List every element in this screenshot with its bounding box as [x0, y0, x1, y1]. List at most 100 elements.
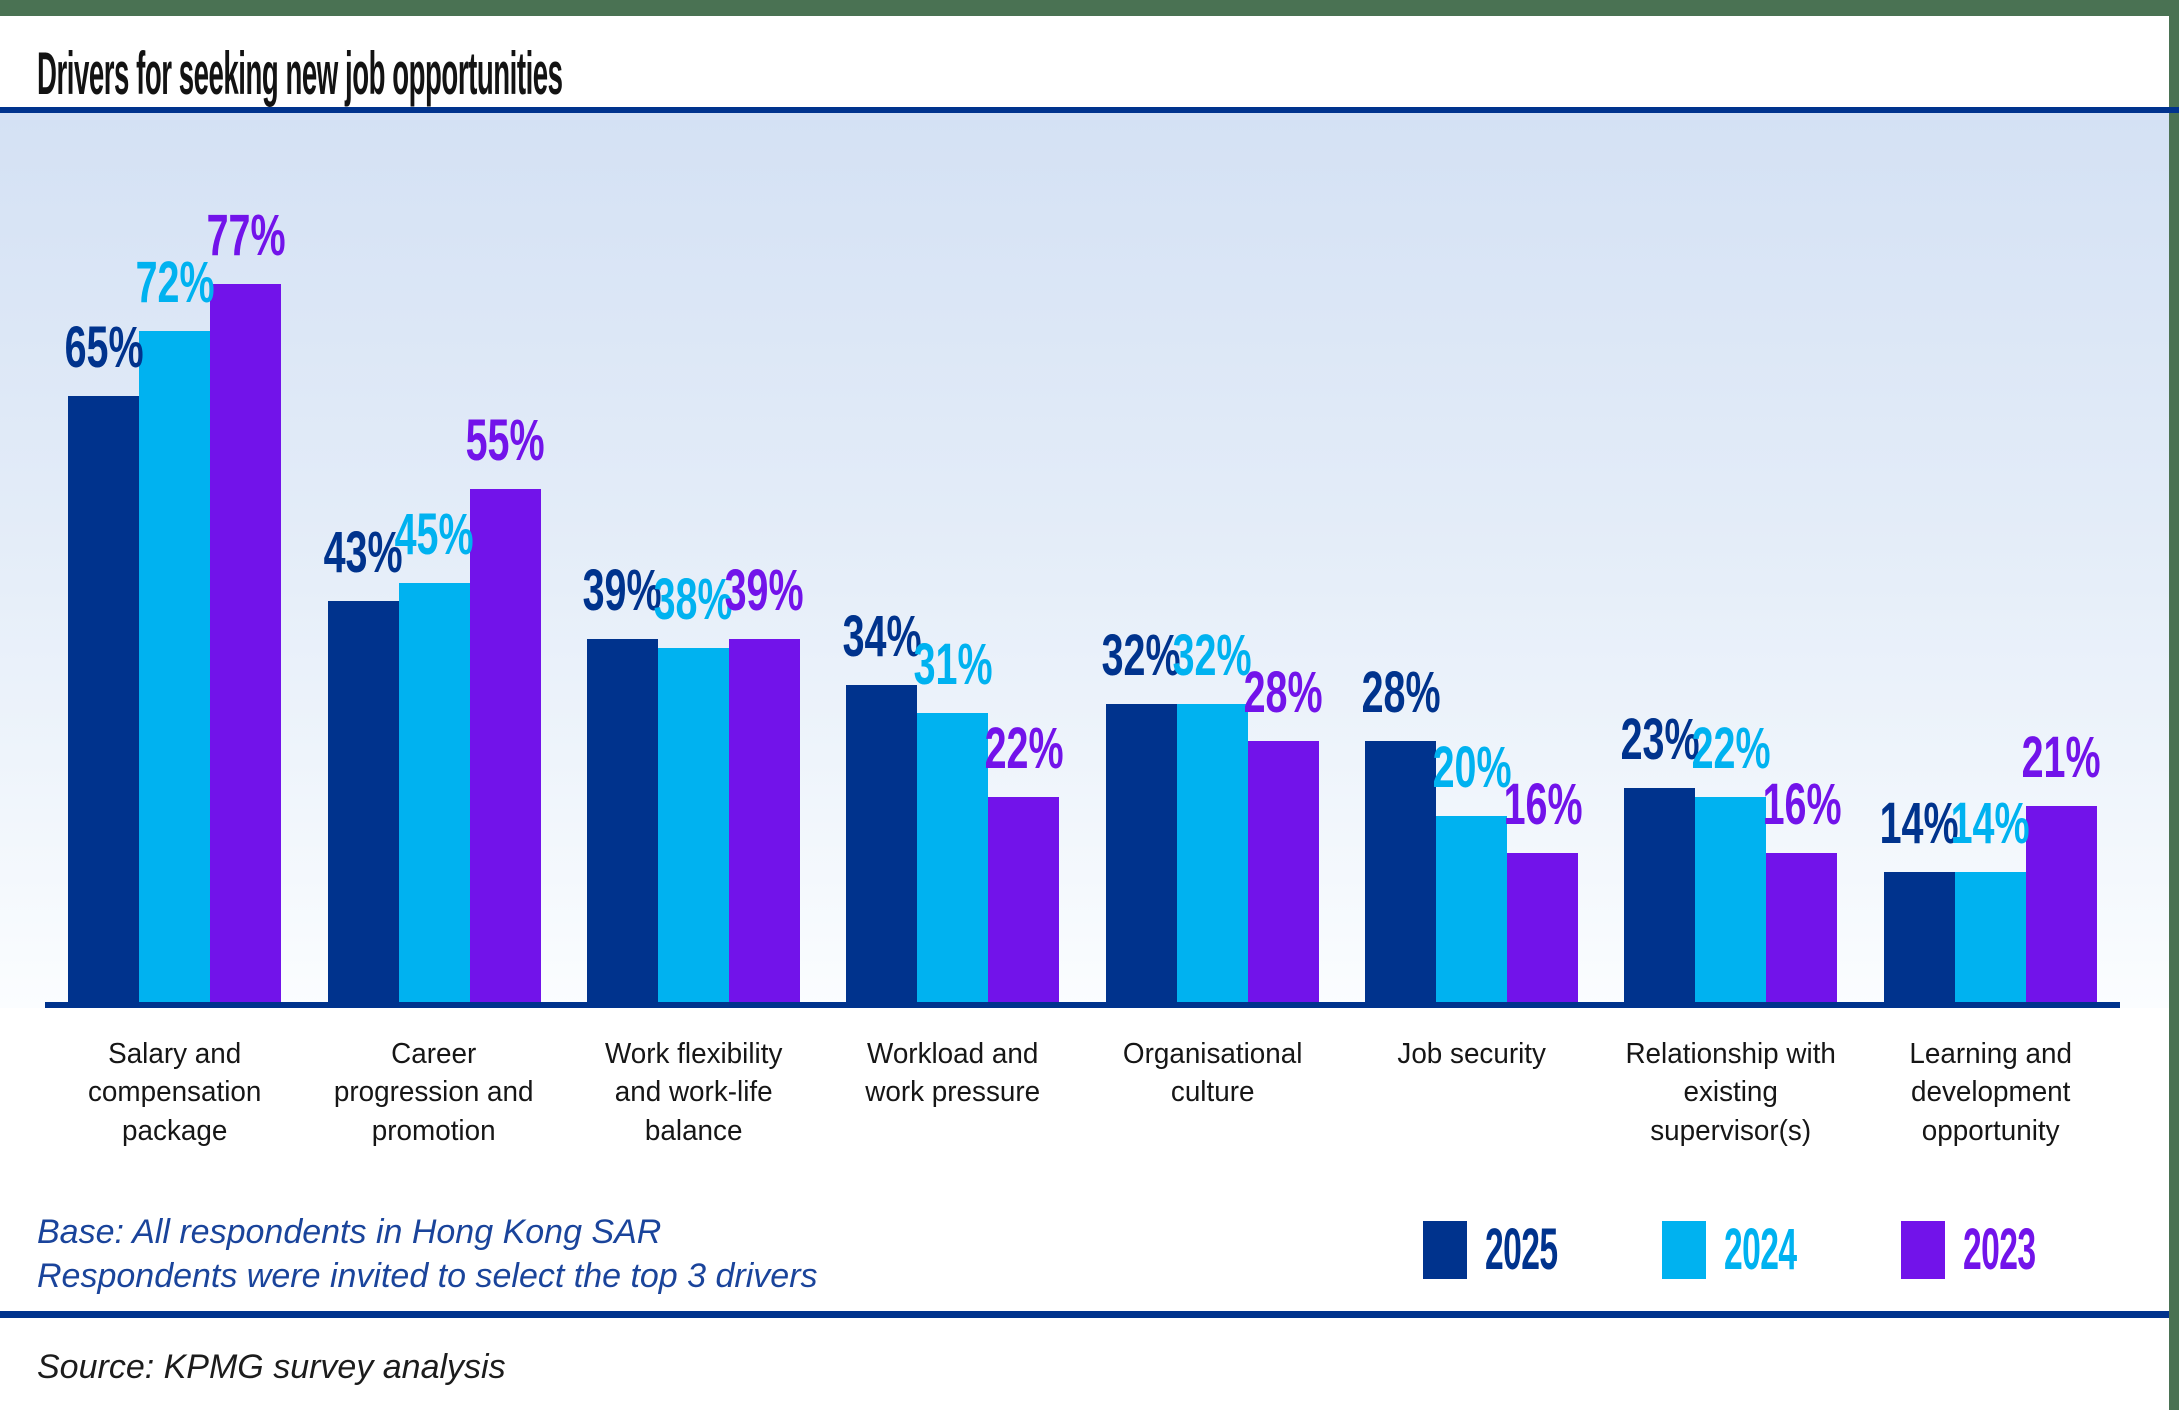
bar-col-2024-cat1: 72% [135, 254, 214, 1002]
bar-value-label-2024-cat2: 45% [394, 502, 474, 568]
bar-2023-cat2 [469, 489, 541, 1002]
bar-2025-cat7 [1624, 788, 1696, 1002]
bar-col-2023-cat3: 39% [725, 562, 804, 1002]
category-label-7: Relationship with existing supervisor(s) [1625, 1038, 1837, 1147]
bar-group-1: 65% 72% 77% [45, 113, 304, 1002]
bar-col-2024-cat2: 45% [395, 506, 474, 1002]
bar-2025-cat2 [327, 601, 399, 1002]
bar-value-label-2025-cat2: 43% [323, 520, 403, 586]
bar-group-7: 23% 22% 16% [1601, 113, 1860, 1002]
bar-col-2025-cat7: 23% [1620, 711, 1699, 1002]
bar-col-2025-cat2: 43% [324, 524, 403, 1002]
bar-col-2025-cat4: 34% [842, 608, 921, 1002]
bar-value-label-2025-cat4: 34% [842, 604, 922, 670]
base-footnote-line2: Respondents were invited to select the t… [37, 1257, 818, 1296]
legend-label-2023: 2023 [1963, 1217, 2036, 1282]
bar-value-label-2024-cat5: 32% [1172, 623, 1252, 689]
bar-2024-cat1 [139, 331, 211, 1002]
bar-value-label-2023-cat1: 77% [206, 203, 286, 269]
bar-col-2024-cat7: 22% [1691, 720, 1770, 1002]
bar-col-2023-cat8: 21% [2022, 729, 2101, 1002]
bar-value-label-2024-cat8: 14% [1950, 791, 2030, 857]
bar-value-label-2023-cat6: 16% [1503, 772, 1583, 838]
legend-swatch-2025 [1423, 1221, 1467, 1279]
legend-item-2023: 2023 [1901, 1221, 2088, 1279]
bar-2023-cat8 [2025, 806, 2097, 1002]
bar-value-label-2024-cat3: 38% [653, 567, 733, 633]
bar-2024-cat6 [1436, 816, 1508, 1002]
bar-2023-cat4 [988, 797, 1060, 1002]
bar-value-label-2023-cat5: 28% [1243, 660, 1323, 726]
base-footnote: Base: All respondents in Hong Kong SAR R… [37, 1210, 818, 1298]
bar-col-2023-cat4: 22% [984, 720, 1063, 1002]
chart-legend: 2025 2024 2023 [1423, 1221, 2088, 1279]
bar-value-label-2025-cat1: 65% [64, 315, 144, 381]
bar-2025-cat6 [1365, 741, 1437, 1002]
bar-value-label-2025-cat7: 23% [1620, 707, 1700, 773]
legend-swatch-2023 [1901, 1221, 1946, 1279]
category-label-3: Work flexibility and work-life balance [604, 1038, 783, 1147]
bar-col-2025-cat3: 39% [583, 562, 662, 1002]
bar-col-2023-cat6: 16% [1503, 776, 1582, 1002]
legend-item-2025: 2025 [1423, 1221, 1610, 1279]
bar-2024-cat8 [1954, 872, 2026, 1002]
bar-value-label-2023-cat8: 21% [2021, 725, 2101, 791]
right-accent-strip [2169, 0, 2179, 1410]
bar-value-label-2024-cat6: 20% [1432, 735, 1512, 801]
bar-2023-cat3 [728, 639, 800, 1002]
bar-value-label-2025-cat8: 14% [1879, 791, 1959, 857]
plot-area: 65% 72% 77% 43% 45% 55% 39% 38% 39% 34% 31% 22% 32% 3… [45, 113, 2120, 1002]
title-band: Drivers for seeking new job opportunitie… [0, 16, 2169, 107]
bar-value-label-2025-cat3: 39% [582, 558, 662, 624]
page-title: Drivers for seeking new job opportunitie… [37, 40, 563, 107]
legend-label-2024: 2024 [1724, 1217, 1797, 1282]
bar-2023-cat5 [1247, 741, 1319, 1002]
bar-2025-cat3 [586, 639, 658, 1002]
bar-value-label-2023-cat4: 22% [984, 716, 1064, 782]
bar-2024-cat5 [1176, 704, 1248, 1002]
x-axis-category-labels: Salary and compensation package Career pr… [45, 1035, 2120, 1150]
category-label-5: Organisational culture [1122, 1038, 1302, 1109]
bar-col-2024-cat6: 20% [1432, 739, 1511, 1002]
bar-2024-cat3 [657, 648, 729, 1002]
bar-value-label-2023-cat2: 55% [465, 408, 545, 474]
bar-2023-cat6 [1507, 853, 1579, 1002]
bar-col-2025-cat5: 32% [1102, 627, 1181, 1002]
base-footnote-line1: Base: All respondents in Hong Kong SAR [37, 1213, 662, 1251]
bar-col-2024-cat4: 31% [913, 636, 992, 1002]
legend-swatch-2024 [1662, 1221, 1707, 1279]
bar-2025-cat8 [1883, 872, 1955, 1002]
bar-col-2023-cat1: 77% [206, 207, 285, 1002]
bar-col-2025-cat6: 28% [1361, 664, 1440, 1002]
bar-group-2: 43% 45% 55% [304, 113, 563, 1002]
bar-2024-cat7 [1695, 797, 1767, 1002]
top-accent-bar [0, 0, 2179, 16]
bar-value-label-2025-cat6: 28% [1361, 660, 1441, 726]
bar-2024-cat4 [917, 713, 989, 1002]
category-label-6: Job security [1397, 1038, 1546, 1070]
bar-value-label-2024-cat4: 31% [913, 632, 993, 698]
bar-col-2024-cat5: 32% [1173, 627, 1252, 1002]
bar-group-6: 28% 20% 16% [1342, 113, 1601, 1002]
bar-2025-cat1 [68, 396, 140, 1002]
title-rule [0, 107, 2179, 113]
category-label-8: Learning and development opportunity [1909, 1038, 2072, 1147]
bar-col-2023-cat7: 16% [1762, 776, 1841, 1002]
category-label-4: Workload and work pressure [865, 1038, 1041, 1109]
legend-item-2024: 2024 [1662, 1221, 1849, 1279]
source-note: Source: KPMG survey analysis [37, 1348, 506, 1386]
bar-2023-cat1 [210, 284, 282, 1002]
bar-group-5: 32% 32% 28% [1083, 113, 1342, 1002]
bar-group-4: 34% 31% 22% [823, 113, 1082, 1002]
bar-col-2024-cat3: 38% [654, 571, 733, 1002]
bar-group-3: 39% 38% 39% [564, 113, 823, 1002]
bar-col-2023-cat2: 55% [466, 412, 545, 1002]
bar-value-label-2023-cat3: 39% [724, 558, 804, 624]
category-label-1: Salary and compensation package [88, 1038, 262, 1147]
bar-group-8: 14% 14% 21% [1861, 113, 2120, 1002]
bar-col-2025-cat8: 14% [1880, 795, 1959, 1002]
bar-value-label-2025-cat5: 32% [1101, 623, 1181, 689]
bar-value-label-2024-cat1: 72% [135, 250, 215, 316]
bar-value-label-2024-cat7: 22% [1691, 716, 1771, 782]
bar-2023-cat7 [1766, 853, 1838, 1002]
